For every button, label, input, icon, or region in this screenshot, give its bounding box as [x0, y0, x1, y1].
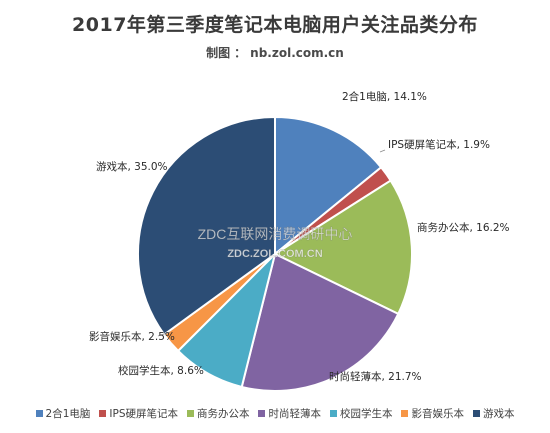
legend: 2合1电脑 IPS硬屏笔记本 商务办公本 时尚轻薄本 校园学生本 影音娱乐本 游戏本 — [0, 406, 550, 421]
legend-item-2: IPS硬屏笔记本 — [99, 406, 178, 421]
subtitle-separator: ： — [234, 46, 247, 60]
data-label-7: 游戏本, 35.0% — [96, 160, 168, 173]
subtitle-label: 制图 — [206, 46, 231, 60]
legend-label: 时尚轻薄本 — [268, 408, 321, 420]
pie-slice-1 — [274, 115, 383, 257]
watermark: ZDC互联网消费调研中心 ZDC.ZOL.COM.CN — [197, 226, 353, 261]
pie-slices — [137, 115, 413, 392]
data-label-4: 时尚轻薄本, 21.7% — [329, 370, 422, 383]
legend-item-4: 时尚轻薄本 — [258, 406, 321, 421]
pie-slice-3 — [272, 179, 413, 316]
legend-label: 校园学生本 — [339, 408, 393, 420]
leader-line-6 — [157, 331, 171, 337]
legend-item-5: 校园学生本 — [329, 406, 393, 421]
pie-slice-4 — [240, 252, 400, 392]
data-label-2: IPS硬屏笔记本, 1.9% — [388, 138, 490, 151]
legend-swatch — [401, 410, 409, 417]
data-label-3: 商务办公本, 16.2% — [417, 221, 510, 234]
data-label-1: 2合1电脑, 14.1% — [342, 90, 427, 103]
legend-item-1: 2合1电脑 — [35, 406, 91, 421]
subtitle-value: nb.zol.com.cn — [250, 46, 344, 60]
legend-label: 影音娱乐本 — [411, 408, 464, 420]
legend-swatch — [99, 410, 107, 417]
data-labels: 2合1电脑, 14.1% IPS硬屏笔记本, 1.9% 商务办公本, 16.2% 时尚… — [89, 90, 510, 383]
leader-line-2 — [379, 149, 386, 153]
data-label-6: 影音娱乐本, 2.5% — [89, 330, 175, 343]
leader-lines — [157, 149, 386, 337]
legend-swatch — [329, 410, 337, 417]
legend-swatch — [472, 410, 480, 417]
data-label-5: 校园学生本, 8.6% — [118, 364, 204, 377]
legend-item-3: 商务办公本 — [186, 406, 250, 421]
chart-title: 2017年第三季度笔记本电脑用户关注品类分布 — [72, 14, 478, 36]
pie-slice-7 — [137, 115, 276, 336]
legend-swatch — [186, 410, 194, 417]
legend-label: IPS硬屏笔记本 — [109, 408, 178, 420]
legend-label: 2合1电脑 — [45, 408, 91, 420]
legend-label: 游戏本 — [482, 408, 515, 420]
legend-swatch — [35, 410, 43, 417]
legend-swatch — [258, 410, 266, 417]
legend-item-7: 游戏本 — [472, 406, 515, 421]
watermark-line1: ZDC互联网消费调研中心 — [198, 226, 353, 242]
chart-subtitle: 制图： nb.zol.com.cn — [0, 44, 550, 61]
legend-label: 商务办公本 — [196, 408, 250, 420]
watermark-line2: ZDC.ZOL.COM.CN — [227, 248, 322, 260]
legend-item-6: 影音娱乐本 — [401, 406, 464, 421]
